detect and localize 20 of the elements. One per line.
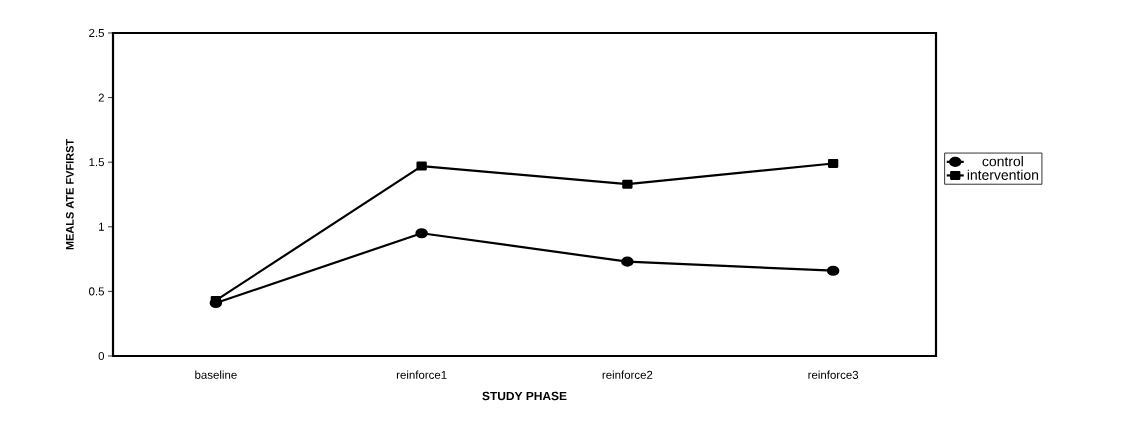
y-tick-label: 2 — [98, 93, 104, 102]
y-axis-title: MEALS ATE FVFIRST — [65, 139, 74, 250]
legend-label: intervention — [967, 169, 1039, 180]
point — [622, 179, 633, 189]
point — [826, 265, 840, 276]
x-tick-label: reinforce1 — [396, 370, 447, 379]
point — [621, 256, 634, 267]
point — [827, 158, 839, 168]
y-tick-label: 0.5 — [89, 287, 105, 296]
x-axis-title: STUDY PHASE — [482, 391, 567, 401]
point — [415, 228, 428, 239]
x-tick-label: baseline — [195, 370, 237, 379]
point — [416, 161, 427, 171]
legend-label: control — [982, 156, 1023, 167]
x-tick-label: reinforce2 — [602, 370, 653, 379]
x-tick-label: reinforce3 — [808, 370, 859, 379]
y-tick-label: 1 — [98, 222, 104, 231]
y-tick-label: 2.5 — [89, 28, 105, 38]
y-tick-label: 0 — [98, 351, 105, 361]
y-tick-label: 1.5 — [89, 158, 105, 167]
